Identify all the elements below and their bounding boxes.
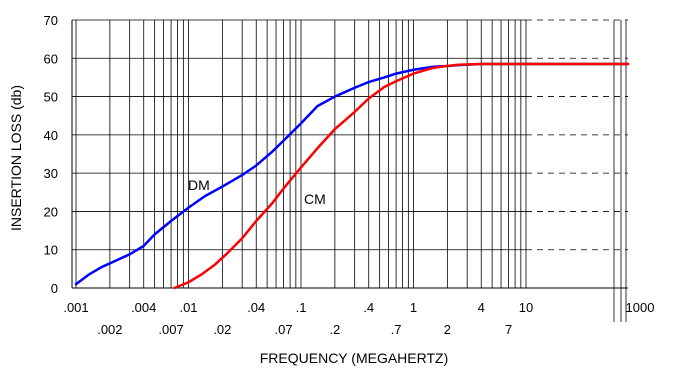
series-layer bbox=[74, 62, 630, 290]
chart-grid bbox=[72, 19, 628, 322]
y-tick-label: 40 bbox=[44, 128, 58, 143]
series-labels: DM CM bbox=[188, 177, 326, 207]
y-axis-title: INSERTION LOSS (db) bbox=[8, 85, 24, 231]
series-line-cm bbox=[173, 62, 630, 290]
y-tick-label: 60 bbox=[44, 51, 58, 66]
y-tick-label: 0 bbox=[51, 281, 58, 296]
x-tick-label: .07 bbox=[275, 322, 293, 337]
x-tick-label: .04 bbox=[247, 300, 265, 315]
x-axis-title: FREQUENCY (MEGAHERTZ) bbox=[260, 350, 449, 366]
x-tick-label: 1000 bbox=[626, 300, 655, 315]
y-tick-label: 20 bbox=[44, 204, 58, 219]
x-tick-label: .02 bbox=[213, 322, 231, 337]
x-tick-labels: .001 .004 .01 .04 .1 .4 1 4 10 1000 .002 .007 .02 .07… bbox=[63, 300, 654, 337]
y-tick-label: 50 bbox=[44, 90, 58, 105]
x-tick-label: .1 bbox=[296, 300, 307, 315]
x-tick-label: 4 bbox=[478, 300, 485, 315]
y-tick-label: 10 bbox=[44, 243, 58, 258]
x-tick-label: .002 bbox=[97, 322, 122, 337]
y-tick-labels: 0 10 20 30 40 50 60 70 bbox=[44, 13, 58, 296]
x-tick-label: .004 bbox=[131, 300, 156, 315]
x-tick-label: .01 bbox=[179, 300, 197, 315]
x-tick-label: .7 bbox=[391, 322, 402, 337]
series-line-dm bbox=[74, 62, 630, 286]
x-tick-label: 1 bbox=[410, 300, 417, 315]
series-label-cm: CM bbox=[304, 191, 326, 207]
x-tick-label: .4 bbox=[363, 300, 374, 315]
y-tick-label: 70 bbox=[44, 13, 58, 28]
y-tick-label: 30 bbox=[44, 166, 58, 181]
x-tick-label: .007 bbox=[158, 322, 183, 337]
x-tick-label: 10 bbox=[519, 300, 533, 315]
x-tick-label: 2 bbox=[444, 322, 451, 337]
plot-frame bbox=[71, 20, 628, 289]
x-tick-label: 7 bbox=[505, 322, 512, 337]
x-tick-label: .001 bbox=[63, 300, 88, 315]
series-label-dm: DM bbox=[188, 177, 210, 193]
x-tick-label: .2 bbox=[329, 322, 340, 337]
